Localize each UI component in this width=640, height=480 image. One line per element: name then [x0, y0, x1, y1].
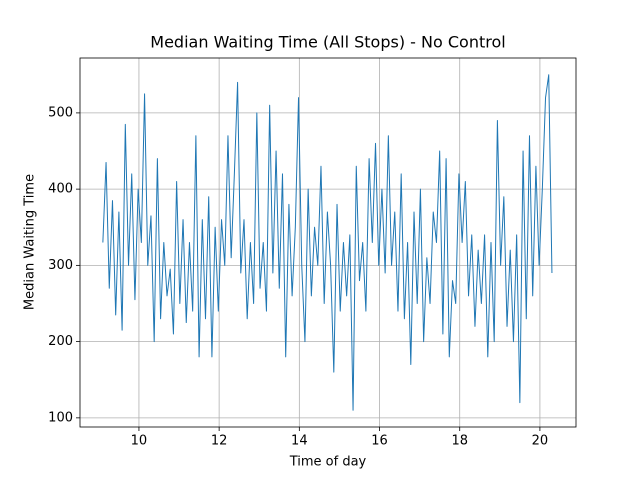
x-tick-label: 18 [451, 434, 468, 449]
y-axis-label: Median Waiting Time [23, 174, 38, 310]
plot-frame [79, 57, 577, 428]
y-tick-label: 400 [48, 182, 73, 197]
chart-title: Median Waiting Time (All Stops) - No Con… [150, 33, 505, 52]
x-tick-label: 14 [291, 434, 308, 449]
y-tick-label: 200 [48, 334, 73, 349]
y-tick-label: 100 [48, 410, 73, 425]
x-axis-label: Time of day [289, 455, 367, 470]
x-tick-label: 20 [532, 434, 549, 449]
x-tick-label: 12 [211, 434, 228, 449]
x-tick-label: 10 [131, 434, 148, 449]
x-tick-label: 16 [371, 434, 388, 449]
data-line [102, 74, 553, 411]
y-tick-label: 300 [48, 258, 73, 273]
y-tick-label: 500 [48, 105, 73, 120]
